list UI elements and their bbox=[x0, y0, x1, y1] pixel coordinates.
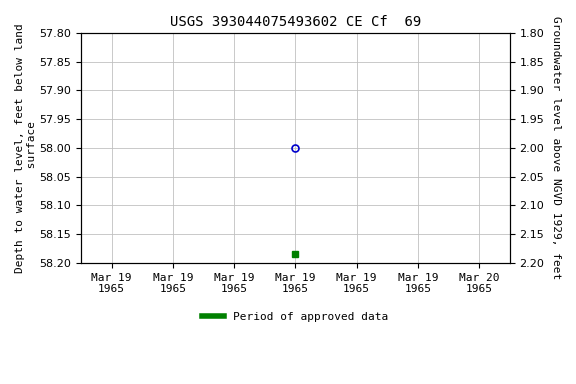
Y-axis label: Groundwater level above NGVD 1929, feet: Groundwater level above NGVD 1929, feet bbox=[551, 16, 561, 280]
Y-axis label: Depth to water level, feet below land
 surface: Depth to water level, feet below land su… bbox=[15, 23, 37, 273]
Title: USGS 393044075493602 CE Cf  69: USGS 393044075493602 CE Cf 69 bbox=[170, 15, 421, 29]
Legend: Period of approved data: Period of approved data bbox=[198, 307, 393, 326]
